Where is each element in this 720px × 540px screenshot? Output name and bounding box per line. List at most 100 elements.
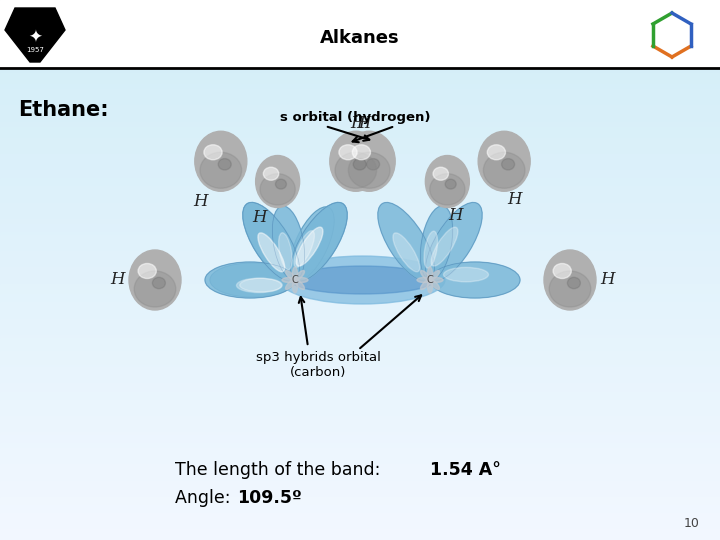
Bar [0, 113, 720, 116]
Text: sp3 hybrids orbital
(carbon): sp3 hybrids orbital (carbon) [256, 351, 380, 379]
Bar [0, 413, 720, 416]
Bar [0, 467, 720, 470]
Bar [0, 73, 720, 76]
Text: H: H [253, 209, 267, 226]
Ellipse shape [289, 207, 334, 281]
Bar [0, 208, 720, 211]
Bar [0, 451, 720, 454]
Bar [0, 364, 720, 367]
Ellipse shape [393, 233, 420, 272]
Bar [0, 343, 720, 346]
Bar [0, 418, 720, 421]
Bar [0, 424, 720, 427]
Bar [0, 348, 720, 351]
Ellipse shape [291, 202, 347, 281]
Bar [0, 491, 720, 494]
Ellipse shape [280, 256, 445, 304]
Bar [0, 224, 720, 227]
Ellipse shape [204, 145, 222, 160]
Bar [0, 537, 720, 540]
Bar [0, 19, 720, 22]
Bar [0, 443, 720, 445]
Bar [0, 524, 720, 526]
Bar [0, 513, 720, 516]
Bar [0, 432, 720, 435]
Bar [0, 346, 720, 348]
Bar [0, 394, 720, 397]
Ellipse shape [153, 278, 166, 289]
Bar [0, 297, 720, 300]
Bar [0, 135, 720, 138]
Text: H: H [109, 272, 125, 288]
Bar [0, 170, 720, 173]
Bar [0, 286, 720, 289]
Bar [0, 389, 720, 392]
Bar [0, 305, 720, 308]
Bar [0, 446, 720, 448]
Ellipse shape [286, 271, 296, 281]
Ellipse shape [282, 278, 296, 282]
Bar [0, 219, 720, 221]
Bar [0, 8, 720, 11]
Bar [0, 151, 720, 154]
Bar [0, 176, 720, 178]
Polygon shape [5, 8, 65, 62]
Bar [0, 146, 720, 148]
Ellipse shape [420, 206, 453, 280]
Bar [0, 500, 720, 502]
Bar [0, 478, 720, 481]
Bar [0, 456, 720, 459]
Bar [0, 435, 720, 437]
Ellipse shape [243, 202, 300, 281]
Bar [0, 489, 720, 491]
Bar [0, 86, 720, 89]
Ellipse shape [258, 233, 284, 272]
Ellipse shape [487, 145, 505, 160]
Bar [0, 259, 720, 262]
Ellipse shape [549, 271, 591, 307]
Ellipse shape [352, 145, 371, 160]
Ellipse shape [430, 262, 520, 298]
Ellipse shape [236, 278, 282, 293]
Ellipse shape [420, 279, 431, 289]
Bar [0, 532, 720, 535]
Bar [0, 284, 720, 286]
Bar [0, 119, 720, 122]
Ellipse shape [553, 264, 571, 279]
Bar [0, 373, 720, 375]
Bar [0, 202, 720, 205]
Bar [0, 332, 720, 335]
Bar [0, 300, 720, 302]
Bar [0, 475, 720, 478]
Ellipse shape [292, 279, 297, 293]
Text: Alkanes: Alkanes [320, 29, 400, 47]
Bar [0, 108, 720, 111]
Bar [0, 122, 720, 124]
Bar [0, 24, 720, 27]
Bar [0, 262, 720, 265]
Bar [0, 51, 720, 54]
Bar [0, 313, 720, 316]
Ellipse shape [417, 278, 431, 282]
Bar [0, 138, 720, 140]
Ellipse shape [445, 179, 456, 189]
Ellipse shape [210, 263, 295, 297]
Ellipse shape [258, 233, 284, 272]
Ellipse shape [428, 267, 433, 281]
Text: H: H [448, 207, 463, 224]
Bar [0, 192, 720, 194]
Bar [0, 159, 720, 162]
Bar [0, 186, 720, 189]
Bar [0, 327, 720, 329]
Bar [0, 526, 720, 529]
Bar [0, 289, 720, 292]
Ellipse shape [431, 227, 458, 266]
Bar [0, 408, 720, 410]
Text: Angle:: Angle: [175, 489, 236, 507]
Text: 10: 10 [684, 517, 700, 530]
Ellipse shape [292, 267, 297, 281]
Ellipse shape [290, 266, 435, 294]
Bar [0, 167, 720, 170]
Ellipse shape [294, 278, 308, 282]
Bar [0, 40, 720, 43]
